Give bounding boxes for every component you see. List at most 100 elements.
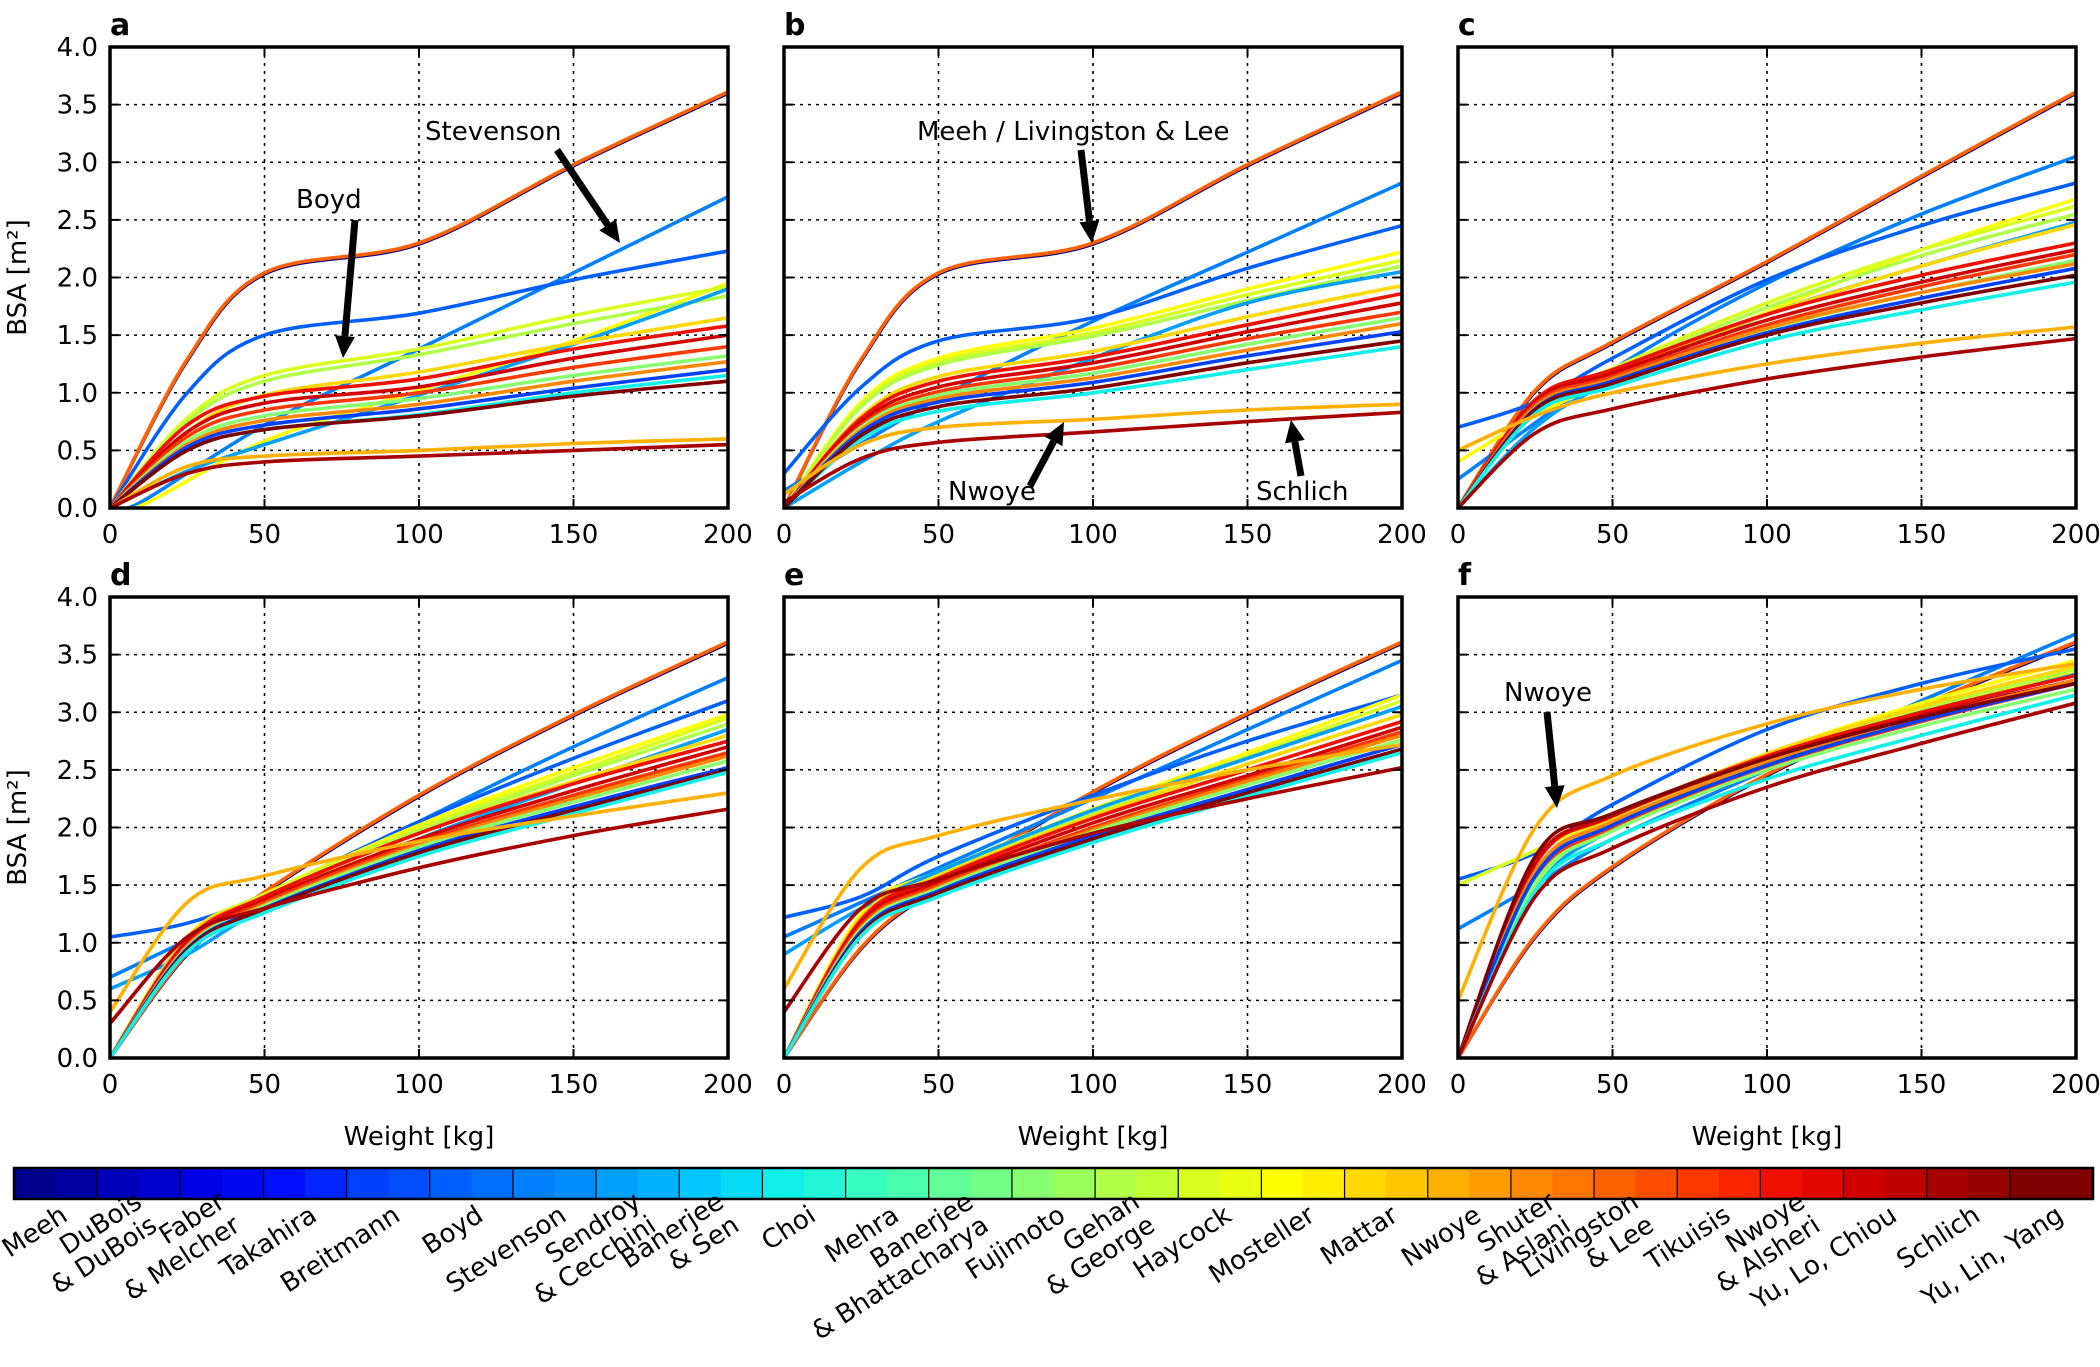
colorbar-swatch [928, 1168, 1013, 1199]
colorbar-swatch-blend [804, 1168, 847, 1199]
x-tick-label: 100 [394, 520, 444, 550]
x-tick-label: 50 [1596, 520, 1629, 550]
panel-f: 0 50 100 150 200 f Weight [kg] Nwoye [1450, 558, 2100, 1152]
colorbar-swatch [679, 1168, 763, 1199]
colorbar-swatch-blend [887, 1168, 930, 1199]
x-tick-label: 200 [2051, 1070, 2100, 1100]
colorbar-swatch [1095, 1168, 1179, 1199]
y-tick-label: 1.5 [57, 871, 98, 901]
series-line-schlich [1458, 336, 2076, 508]
series-group [784, 90, 1402, 508]
colorbar-swatch [2009, 1168, 2094, 1199]
colorbar-swatch-blend [1552, 1168, 1595, 1199]
panel-c: 0 50 100 150 200 c [1450, 8, 2100, 550]
panel-a: 0 50 100 150 200 0.0 0.5 1.0 1.5 2.0 2.5 3.0 3.5 4.0 a… [3, 8, 753, 550]
annotation-label: Nwoye [948, 477, 1036, 507]
series-line-fujimoto [110, 354, 728, 508]
series-line-nwoye [784, 402, 1402, 496]
colorbar-swatch [845, 1168, 930, 1199]
x-tick-label: 100 [1068, 1070, 1118, 1100]
colorbar-swatch [596, 1168, 680, 1199]
series-line-livingston-lee [784, 640, 1402, 1058]
colorbar-swatch-blend [1136, 1168, 1179, 1199]
y-tick-label: 4.0 [57, 33, 98, 63]
colorbar-swatch-blend [55, 1168, 98, 1199]
colorbar-swatch-blend [138, 1168, 181, 1199]
series-line-yu-lin-yang [784, 339, 1402, 508]
series-line-meeh [1458, 91, 2076, 508]
colorbar-swatch [1677, 1168, 1761, 1199]
x-tick-label: 50 [248, 1070, 281, 1100]
colorbar-swatch [1178, 1168, 1262, 1199]
panel-e: 0 50 100 150 200 e Weight [kg] [776, 558, 1427, 1152]
x-tick-label: 0 [102, 1070, 119, 1100]
colorbar-swatch [762, 1168, 847, 1199]
colorbar-swatch-blend [720, 1168, 763, 1199]
series-line-livingston-lee [784, 90, 1402, 508]
series-line-stevenson [1458, 154, 2076, 481]
colorbar-swatch-blend [1219, 1168, 1262, 1199]
series-group [110, 90, 728, 508]
panel-label: e [784, 558, 804, 593]
series-line-meeh [784, 91, 1402, 508]
series-line-haycock [1458, 204, 2076, 508]
colorbar-swatch-blend [305, 1168, 348, 1199]
x-tick-label: 50 [1596, 1070, 1629, 1100]
series-line-haycock [110, 284, 728, 508]
series-line-choi [1458, 693, 2076, 1058]
colorbar-swatch-blend [1469, 1168, 1512, 1199]
annotation-arrow-head [599, 219, 620, 243]
x-axis-title: Weight [kg] [1692, 1122, 1843, 1152]
y-tick-label: 2.0 [57, 264, 98, 294]
series-line-nwoye [1458, 325, 2076, 453]
x-tick-label: 150 [549, 520, 599, 550]
x-tick-label: 50 [922, 1070, 955, 1100]
colorbar-swatch [429, 1168, 514, 1199]
annotation-arrow-shaft [554, 148, 611, 227]
x-tick-label: 0 [776, 520, 793, 550]
x-tick-label: 200 [703, 520, 753, 550]
x-tick-label: 150 [1223, 520, 1273, 550]
colorbar-swatch [1760, 1168, 1845, 1199]
y-tick-label: 2.0 [57, 814, 98, 844]
annotation-label: Boyd [296, 185, 362, 215]
colorbar-swatch-blend [1053, 1168, 1096, 1199]
x-tick-label: 0 [1450, 1070, 1467, 1100]
colorbar-swatch [1344, 1168, 1429, 1199]
annotation-label: Nwoye [1504, 678, 1592, 708]
panel-label: f [1458, 558, 1472, 593]
series-line-choi [784, 750, 1402, 1058]
x-tick-label: 100 [394, 1070, 444, 1100]
series-line-tikuisis [110, 344, 728, 508]
series-line-boyd [1458, 647, 2076, 882]
series-line-gehan-george [110, 294, 728, 508]
series-line-breitmann [1458, 681, 2076, 1058]
y-tick-label: 0.5 [57, 436, 98, 466]
annotation-arrow-head [1044, 422, 1064, 447]
series-line-breitmann [784, 329, 1402, 508]
x-tick-label: 200 [1377, 1070, 1427, 1100]
x-tick-label: 200 [703, 1070, 753, 1100]
series-line-schlich [784, 765, 1402, 1013]
colorbar-swatch [1011, 1168, 1096, 1199]
panel-label: c [1458, 8, 1476, 43]
y-tick-label: 1.5 [57, 321, 98, 351]
y-tick-label: 2.5 [57, 756, 98, 786]
y-tick-label: 1.0 [57, 379, 98, 409]
y-tick-label: 3.5 [57, 641, 98, 671]
x-tick-label: 150 [1897, 520, 1947, 550]
colorbar-label: Yu, Lin, Yang [1916, 1200, 2069, 1314]
plot-frame [1456, 595, 2078, 1060]
colorbar-swatch-blend [2051, 1168, 2094, 1199]
colorbar-swatch [1510, 1168, 1595, 1199]
annotation-arrow-shaft [341, 219, 359, 337]
series-group [110, 640, 728, 1058]
series-line-choi [110, 770, 728, 1058]
annotation-arrow-shaft [1026, 439, 1057, 488]
x-tick-label: 50 [248, 520, 281, 550]
series-line-stevenson [110, 195, 728, 508]
colorbar-swatch-blend [637, 1168, 680, 1199]
colorbar-swatch [14, 1168, 98, 1199]
panel-d: 0 50 100 150 200 0.0 0.5 1.0 1.5 2.0 2.5 3.0 3.5 4.0 d… [3, 558, 753, 1152]
